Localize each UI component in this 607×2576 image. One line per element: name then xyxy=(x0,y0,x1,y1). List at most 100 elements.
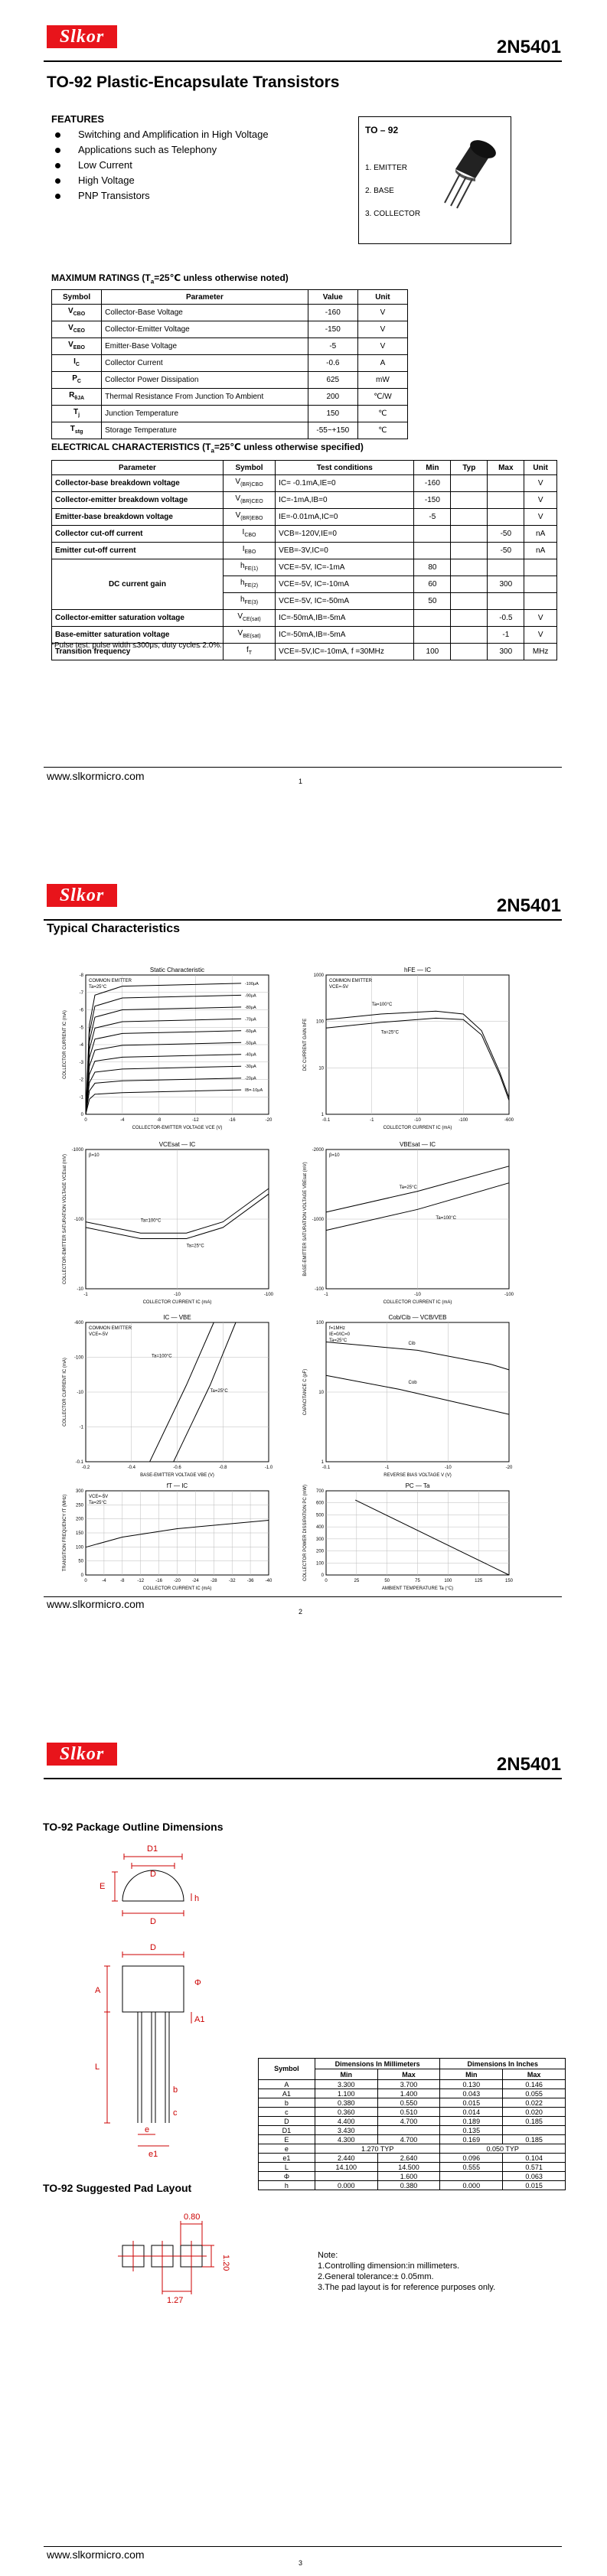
dim-cell: 14.500 xyxy=(377,2162,441,2172)
value-cell: -150 xyxy=(307,321,358,338)
table-row: Tj Junction Temperature 150 ℃ xyxy=(51,405,409,422)
parameter-cell: Junction Temperature xyxy=(101,405,308,422)
x-tick-label: -100 xyxy=(264,1293,274,1297)
typical-charts: 0 -4 -8 -12 -16 -20 0 -1 -2 -3 -4 -5 -6 -7 -8 Static Ch… xyxy=(63,967,514,1591)
x-tick-label: -32 xyxy=(229,1579,236,1583)
col-unit: Unit xyxy=(357,289,409,305)
y-tick-label: 1 xyxy=(321,1113,325,1117)
curve-label: -70μA xyxy=(245,1017,256,1022)
y-tick-label: 0 xyxy=(81,1113,84,1117)
y-tick-label: -5 xyxy=(80,1026,84,1030)
parameter-cell: Thermal Resistance From Junction To Ambi… xyxy=(101,388,308,406)
chart-note-2: IE=0/IC=0 xyxy=(329,1332,351,1337)
dim-cell: 1.600 xyxy=(377,2171,441,2181)
x-tick-label: 150 xyxy=(505,1579,514,1583)
y-tick-label: 0 xyxy=(81,1573,84,1578)
param-cell: Collector-base breakdown voltage xyxy=(51,474,224,492)
footer-url[interactable]: www.slkormicro.com xyxy=(47,1598,145,1610)
table-row: A 3.300 3.700 0.130 0.146 xyxy=(258,2079,566,2089)
dim-A1-label: A1 xyxy=(194,2015,204,2024)
sym-cell: ICBO xyxy=(222,525,276,543)
chart-note: COMMON EMITTER xyxy=(89,1326,132,1331)
dim-cell: 0.146 xyxy=(502,2079,566,2089)
ic-100c xyxy=(149,1322,214,1462)
ib-curve xyxy=(85,1054,242,1115)
chart-7: 0 25 50 75 100 125 150 0 100 200 300 400 500 600 700 PC… xyxy=(303,1482,514,1591)
dim-cell: 4.700 xyxy=(377,2134,441,2144)
x-tick-label: -20 xyxy=(266,1118,272,1123)
x-tick-label: 0 xyxy=(84,1118,87,1123)
param-cell: Collector-emitter saturation voltage xyxy=(51,609,224,627)
dim-cell: 3.430 xyxy=(314,2125,378,2135)
dim-cell: 0.360 xyxy=(314,2107,378,2117)
y-tick-label: 1 xyxy=(321,1460,325,1465)
typ-cell xyxy=(450,508,488,526)
cond-cell: IC=-50mA,IB=-5mA xyxy=(275,609,415,627)
y-tick-label: 100 xyxy=(316,1561,325,1566)
dim-cell: 0.000 xyxy=(314,2180,378,2190)
x-tick-label: 50 xyxy=(384,1579,390,1583)
dim-cell: 0.185 xyxy=(502,2116,566,2126)
y-tick-label: 10 xyxy=(318,1066,324,1071)
vbesat-100c xyxy=(325,1182,510,1231)
max-cell xyxy=(487,559,525,576)
part-number: 2N5401 xyxy=(496,1754,561,1775)
table-row: RθJA Thermal Resistance From Junction To… xyxy=(51,388,409,406)
dim-cell: 0.555 xyxy=(439,2162,504,2172)
y-tick-label: 100 xyxy=(76,1545,84,1550)
dim-D-label: D xyxy=(150,1943,156,1952)
value-cell: 200 xyxy=(307,388,358,406)
dim-cell: 0.043 xyxy=(439,2089,504,2098)
dim-cell: 0.015 xyxy=(502,2180,566,2190)
y-axis-label: CAPACITANCE C (pF) xyxy=(303,1369,308,1415)
parameter-cell: Collector-Base Voltage xyxy=(101,304,308,321)
cond-cell: VCE=-5V, IC=-10mA xyxy=(275,576,415,593)
note-3: 3.The pad layout is for reference purpos… xyxy=(318,2283,496,2292)
page-number: 2 xyxy=(299,1608,303,1616)
table-row: L 14.100 14.500 0.555 0.571 xyxy=(258,2162,566,2172)
chart-note-3: Ta=25°C xyxy=(329,1339,348,1343)
y-tick-label: -1 xyxy=(80,1426,84,1430)
table-row: VCEO Collector-Emitter Voltage -150 V xyxy=(51,321,409,338)
footer-url[interactable]: www.slkormicro.com xyxy=(47,2548,145,2561)
y-tick-label: -100 xyxy=(74,1356,84,1361)
chart-1: -0.1 -1 -10 -100 -600 1 10 100 1000 hFE — IC COLLE… xyxy=(303,967,514,1130)
x-tick-label: -0.2 xyxy=(82,1466,90,1470)
page-3: Slkor 2N5401 TO-92 Package Outline Dimen… xyxy=(0,1717,607,2576)
y-tick-label: -8 xyxy=(80,973,84,978)
unit-cell: V xyxy=(357,337,409,355)
dim-cell xyxy=(502,2125,566,2135)
unit-cell: ℃/W xyxy=(357,388,409,406)
dim-cell: 0.571 xyxy=(502,2162,566,2172)
max-cell: 300 xyxy=(487,643,525,660)
y-axis-label: TRANSITION FREQUENCY fT (MHz) xyxy=(63,1495,67,1571)
curve-label: Ta=25°C xyxy=(381,1030,400,1035)
dim-cell: 0.096 xyxy=(439,2153,504,2163)
x-tick-label: -10 xyxy=(445,1466,452,1470)
cond-cell: VCE=-5V, IC=-50mA xyxy=(275,592,415,610)
max-ratings-table: Symbol Parameter Value Unit VCBO Collect… xyxy=(51,289,409,439)
sym-cell: V(BR)CBO xyxy=(222,474,276,492)
curve-label: -80μA xyxy=(245,1006,256,1010)
unit-cell: mW xyxy=(357,371,409,389)
slkor-logo: Slkor xyxy=(47,1743,117,1766)
max-ratings-title: MAXIMUM RATINGS (Ta=25℃ unless otherwise… xyxy=(51,272,289,285)
x-tick-label: -8 xyxy=(120,1579,125,1583)
footer-url[interactable]: www.slkormicro.com xyxy=(47,770,145,782)
package-title: TO – 92 xyxy=(365,125,399,135)
dim-cell xyxy=(439,2171,504,2181)
cond-cell: IC= -0.1mA,IE=0 xyxy=(275,474,415,492)
dim-cell: h xyxy=(258,2180,315,2190)
y-tick-label: 50 xyxy=(78,1560,83,1564)
table-row: Collector-emitter saturation voltage VCE… xyxy=(51,609,557,627)
table-row: PC Collector Power Dissipation 625 mW xyxy=(51,371,409,389)
cond-cell: IE=-0.01mA,IC=0 xyxy=(275,508,415,526)
x-axis-label: COLLECTOR CURRENT IC (mA) xyxy=(143,1586,212,1591)
table-row: h 0.000 0.380 0.000 0.015 xyxy=(258,2180,566,2190)
unit-cell: nA xyxy=(524,542,557,559)
slkor-logo: Slkor xyxy=(47,25,117,48)
dim-in-cell: 0.050 TYP xyxy=(439,2144,566,2154)
dim-cell: 0.104 xyxy=(502,2153,566,2163)
chart-note: β=10 xyxy=(89,1153,100,1158)
curve-label: Ta=25°C xyxy=(400,1185,418,1190)
